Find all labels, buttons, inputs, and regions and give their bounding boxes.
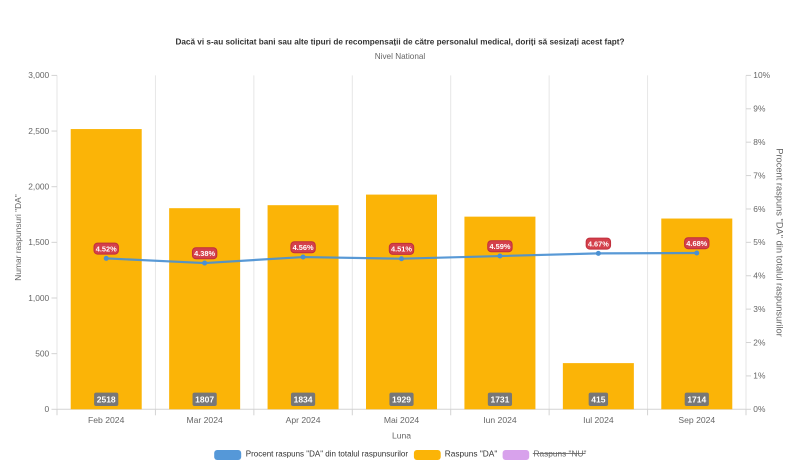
svg-text:1,500: 1,500 (28, 237, 49, 247)
svg-text:Mar 2024: Mar 2024 (186, 415, 223, 425)
svg-text:Sep 2024: Sep 2024 (678, 415, 715, 425)
svg-text:4.38%: 4.38% (194, 249, 215, 258)
svg-text:0%: 0% (753, 404, 766, 414)
svg-text:7%: 7% (753, 170, 766, 180)
svg-text:5%: 5% (753, 237, 766, 247)
svg-text:8%: 8% (753, 137, 766, 147)
svg-text:4.51%: 4.51% (391, 245, 412, 254)
svg-text:4.56%: 4.56% (293, 243, 314, 252)
svg-text:4.67%: 4.67% (588, 239, 609, 248)
svg-text:Mai 2024: Mai 2024 (384, 415, 420, 425)
svg-text:2,000: 2,000 (28, 182, 49, 192)
svg-text:Iun 2024: Iun 2024 (483, 415, 517, 425)
svg-text:Luna: Luna (392, 431, 411, 441)
svg-text:Procent raspuns "DA" din total: Procent raspuns "DA" din totalul raspuns… (775, 148, 785, 337)
svg-text:4.68%: 4.68% (686, 239, 707, 248)
svg-text:4%: 4% (753, 271, 766, 281)
svg-text:Iul 2024: Iul 2024 (583, 415, 614, 425)
svg-text:Procent raspuns "DA" din total: Procent raspuns "DA" din totalul raspuns… (246, 449, 409, 458)
svg-text:Raspuns "DA": Raspuns "DA" (445, 448, 498, 458)
svg-text:2%: 2% (753, 337, 766, 347)
svg-text:9%: 9% (753, 104, 766, 114)
svg-text:1,000: 1,000 (28, 293, 49, 303)
svg-text:1834: 1834 (294, 394, 313, 404)
svg-text:1%: 1% (753, 371, 766, 381)
svg-text:2,500: 2,500 (28, 126, 49, 136)
svg-text:415: 415 (591, 394, 605, 404)
svg-text:4.59%: 4.59% (489, 242, 510, 251)
svg-text:1731: 1731 (490, 394, 509, 404)
svg-text:500: 500 (35, 348, 49, 358)
svg-text:3,000: 3,000 (28, 70, 49, 80)
svg-text:1807: 1807 (195, 394, 214, 404)
svg-text:2518: 2518 (97, 394, 116, 404)
svg-text:Numar raspunsuri "DA": Numar raspunsuri "DA" (13, 194, 23, 280)
svg-text:0: 0 (45, 404, 50, 414)
svg-text:1714: 1714 (687, 394, 706, 404)
svg-text:3%: 3% (753, 304, 766, 314)
svg-text:1929: 1929 (392, 394, 411, 404)
svg-text:10%: 10% (753, 70, 770, 80)
svg-text:Feb 2024: Feb 2024 (88, 415, 125, 425)
svg-text:4.52%: 4.52% (96, 244, 117, 253)
svg-text:Nivel National: Nivel National (375, 52, 426, 61)
svg-text:Apr 2024: Apr 2024 (286, 415, 321, 425)
svg-text:6%: 6% (753, 204, 766, 214)
svg-text:Dacă vi s-au solicitat bani sa: Dacă vi s-au solicitat bani sau alte tip… (175, 37, 624, 46)
